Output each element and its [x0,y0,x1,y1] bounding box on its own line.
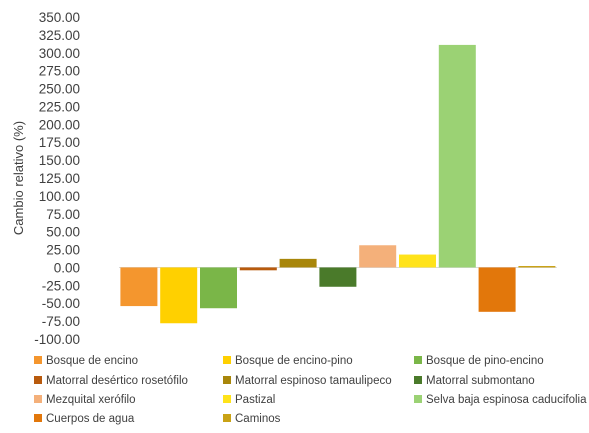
legend-swatch [414,395,422,403]
bar [239,267,277,271]
legend-entry: Mezquital xerófilo [34,394,135,406]
bar [359,245,397,268]
y-tick-label: 350.00 [39,10,80,25]
y-tick-label: 175.00 [39,135,80,150]
y-tick-label: -75.00 [42,314,80,329]
legend-label: Mezquital xerófilo [46,394,135,406]
legend-label: Caminos [235,413,281,425]
y-tick-label: -25.00 [42,278,80,293]
bar [319,267,357,287]
y-tick-label: 250.00 [39,82,80,97]
bar [160,267,198,324]
legend-swatch [34,376,42,384]
legend-swatch [34,414,42,422]
y-tick-label: 275.00 [39,64,80,79]
bar [438,44,476,268]
y-tick-label: 125.00 [39,171,80,186]
legend-entry: Cuerpos de agua [34,413,135,425]
legend-swatch [223,376,231,384]
legend-swatch [414,376,422,384]
legend-swatch [414,356,422,364]
legend-entry: Caminos [223,413,281,425]
legend-entry: Matorral desértico rosetófilo [34,375,188,387]
y-axis-label: Cambio relativo (%) [11,121,26,235]
y-tick-label: 225.00 [39,99,80,114]
y-tick-label: 25.00 [46,243,80,258]
legend-swatch [223,395,231,403]
legend-entry: Bosque de encino [34,355,138,367]
legend: Bosque de encino Bosque de encino-pino Bos… [34,355,587,425]
y-tick-label: 150.00 [39,153,80,168]
legend-swatch [34,395,42,403]
y-tick-label: -100.00 [34,332,80,347]
y-tick-label: -50.00 [42,296,80,311]
legend-label: Bosque de pino-encino [426,355,544,367]
legend-swatch [223,414,231,422]
y-tick-label: 0.00 [54,260,80,275]
legend-entry: Matorral submontano [414,375,535,387]
y-tick-label: 300.00 [39,46,80,61]
bar [120,267,158,307]
bar [399,254,436,268]
legend-label: Matorral desértico rosetófilo [46,375,188,387]
legend-label: Cuerpos de agua [46,413,135,425]
legend-label: Bosque de encino [46,355,138,367]
bar [478,267,516,312]
y-axis-ticks: 350.00 325.00 300.00 275.00 250.00 225.00 200.… [34,10,80,347]
bar [200,267,237,309]
legend-swatch [223,356,231,364]
bar [518,266,556,268]
legend-label: Bosque de encino-pino [235,355,353,367]
legend-label: Matorral espinoso tamaulipeco [235,375,392,387]
y-tick-label: 200.00 [39,117,80,132]
y-tick-label: 325.00 [39,28,80,43]
legend-entry: Selva baja espinosa caducifolia [414,394,587,406]
legend-label: Matorral submontano [426,375,535,387]
legend-entry: Bosque de encino-pino [223,355,353,367]
legend-entry: Matorral espinoso tamaulipeco [223,375,392,387]
legend-entry: Bosque de pino-encino [414,355,544,367]
legend-label: Pastizal [235,394,275,406]
bars [120,44,556,324]
y-tick-label: 75.00 [46,207,80,222]
y-tick-label: 100.00 [39,189,80,204]
bar [279,258,317,268]
legend-label: Selva baja espinosa caducifolia [426,394,587,406]
y-tick-label: 50.00 [46,225,80,240]
legend-swatch [34,356,42,364]
legend-entry: Pastizal [223,394,275,406]
